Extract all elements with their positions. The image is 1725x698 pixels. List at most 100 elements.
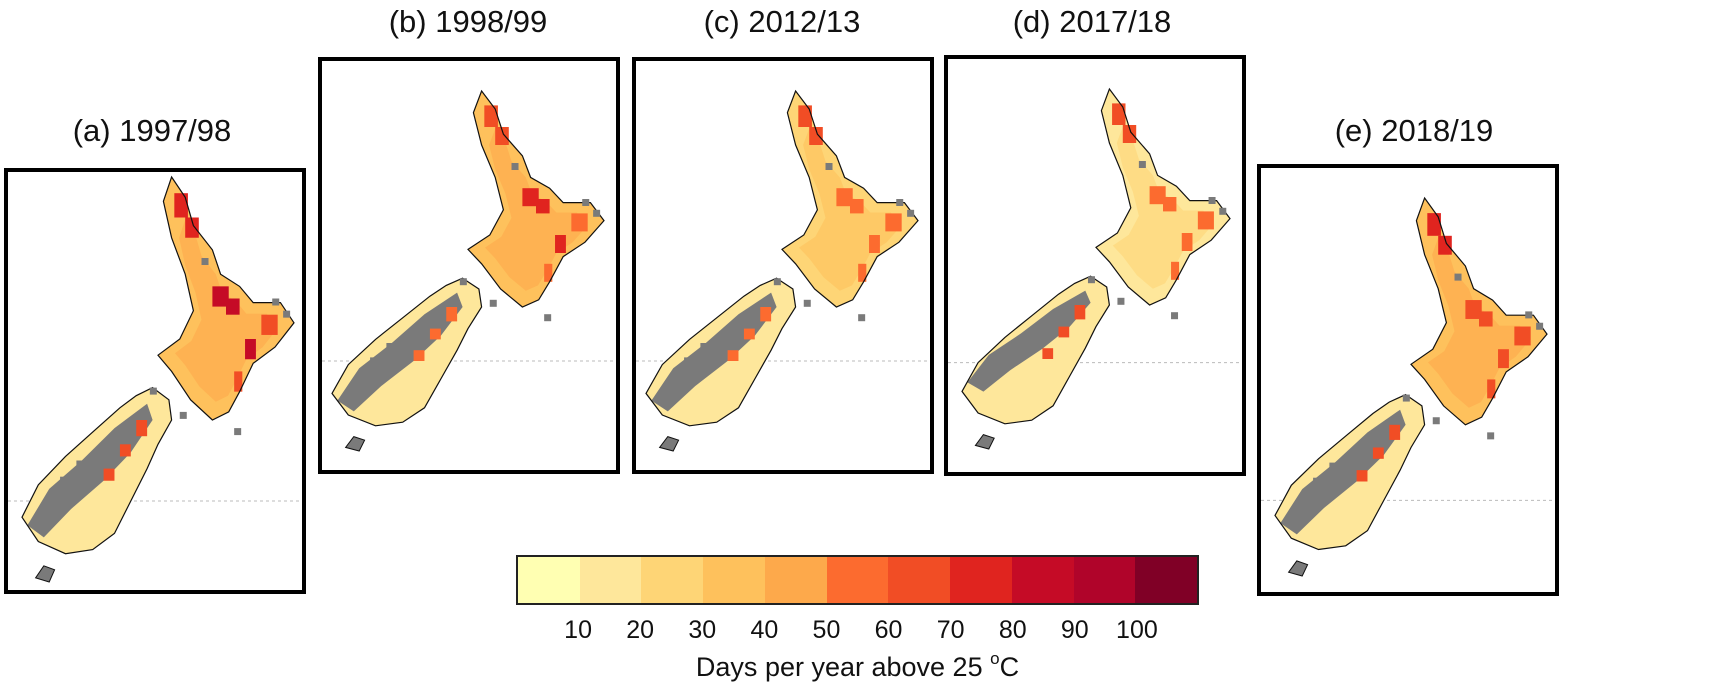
warm-hotspot (760, 307, 772, 322)
legend-title-text: Days per year above 25 (695, 652, 991, 682)
no-data-pixel (459, 278, 467, 286)
no-data-pixel (684, 357, 692, 365)
warm-hotspot (429, 328, 441, 340)
no-data-pixel (76, 460, 84, 468)
legend-title-unit: C (999, 652, 1020, 682)
no-data-alps (651, 292, 777, 412)
no-data-pixel (234, 428, 242, 436)
no-data-alps (27, 403, 153, 538)
warm-hotspot (850, 199, 864, 214)
warm-hotspot (885, 213, 902, 232)
warm-hotspot (245, 339, 256, 360)
warm-hotspot (212, 286, 229, 307)
south-island-coast (645, 277, 797, 427)
north-island-coast (157, 175, 295, 421)
no-data-pixel (1432, 417, 1440, 425)
no-data-pixel (179, 411, 187, 419)
nz-map-a (8, 175, 302, 583)
legend-tick-label: 100 (1116, 616, 1158, 644)
legend-tick-label: 10 (564, 616, 592, 644)
no-data-pixel (544, 314, 552, 322)
legend-swatch (641, 557, 704, 603)
warm-hotspot (1112, 103, 1126, 125)
warm-hotspot (555, 235, 566, 253)
warm-hotspot (571, 213, 588, 232)
no-data-pixel (999, 355, 1007, 363)
north-island-coast (781, 89, 919, 308)
legend-swatch (518, 557, 580, 603)
no-data-pixel (1313, 477, 1321, 485)
no-data-alps (967, 290, 1091, 392)
legend-swatch (950, 557, 1012, 603)
warm-hotspot (1074, 305, 1086, 320)
stewart-island (658, 436, 680, 452)
warm-hotspot (1149, 186, 1166, 205)
stewart-island (34, 565, 56, 583)
legend-title: Days per year above 25 oC (516, 649, 1199, 683)
north-island-coast (1095, 87, 1231, 306)
legend-swatch (888, 557, 951, 603)
no-data-pixel (489, 299, 497, 307)
map-panel-e (1257, 164, 1559, 596)
no-data-pixel (582, 199, 590, 206)
warm-hotspot (174, 193, 188, 218)
map-panel-a (4, 168, 306, 594)
warm-hotspot (1058, 326, 1070, 338)
legend-tick-label: 50 (812, 616, 841, 644)
no-data-pixel (1208, 197, 1216, 204)
warm-hotspot (836, 188, 853, 207)
legend-tick-label: 20 (626, 616, 655, 644)
warm-hotspot (809, 127, 823, 145)
stewart-island (344, 436, 366, 452)
panel-title-a: (a) 1997/98 (72, 113, 232, 148)
legend-swatch (764, 557, 827, 603)
no-data-pixel (803, 299, 811, 307)
stewart-island (1287, 560, 1309, 577)
no-data-pixel (896, 199, 904, 206)
warm-hotspot (727, 350, 739, 361)
stewart-island (974, 434, 995, 450)
warm-hotspot (1042, 348, 1054, 359)
warm-hotspot (446, 307, 458, 322)
warm-hotspot (1438, 235, 1452, 255)
legend-swatch (703, 557, 765, 603)
warm-hotspot (495, 127, 509, 145)
south-island-coast (21, 386, 173, 555)
warm-hotspot (1514, 326, 1531, 346)
legend-title-degree: o (990, 649, 1000, 668)
no-data-pixel (60, 476, 68, 484)
warm-hotspot (185, 217, 199, 238)
no-data-pixel (1138, 161, 1146, 168)
panel-title-d: (d) 2017/18 (1012, 4, 1172, 39)
no-data-pixel (370, 357, 378, 365)
no-data-pixel (1329, 462, 1337, 470)
warm-hotspot (1197, 211, 1214, 230)
warm-hotspot (261, 314, 278, 335)
panel-title-e: (e) 2018/19 (1334, 113, 1494, 148)
no-data-pixel (907, 209, 915, 217)
no-data-pixel (1015, 341, 1023, 348)
no-data-alps (1280, 409, 1406, 535)
warm-hotspot (869, 235, 880, 253)
no-data-pixel (825, 163, 833, 170)
warm-hotspot (226, 298, 240, 315)
no-data-pixel (700, 343, 708, 350)
no-data-pixel (1536, 322, 1544, 330)
warm-hotspot (858, 263, 867, 282)
legend-tick-label: 40 (750, 616, 779, 644)
no-data-pixel (1402, 394, 1410, 402)
panel-title-c: (c) 2012/13 (703, 4, 861, 39)
warm-hotspot (743, 328, 755, 340)
warm-hotspot (544, 263, 553, 282)
warm-hotspot (1356, 470, 1368, 482)
warm-hotspot (103, 468, 115, 481)
legend-tick-label: 70 (936, 616, 965, 644)
warm-hotspot (1372, 447, 1384, 459)
no-data-alps (337, 292, 463, 412)
no-data-pixel (1525, 311, 1533, 319)
warm-hotspot (413, 350, 425, 361)
map-panel-c (632, 57, 934, 474)
nz-map-d (948, 87, 1242, 450)
nz-map-c (636, 89, 930, 452)
no-data-pixel (593, 209, 601, 217)
